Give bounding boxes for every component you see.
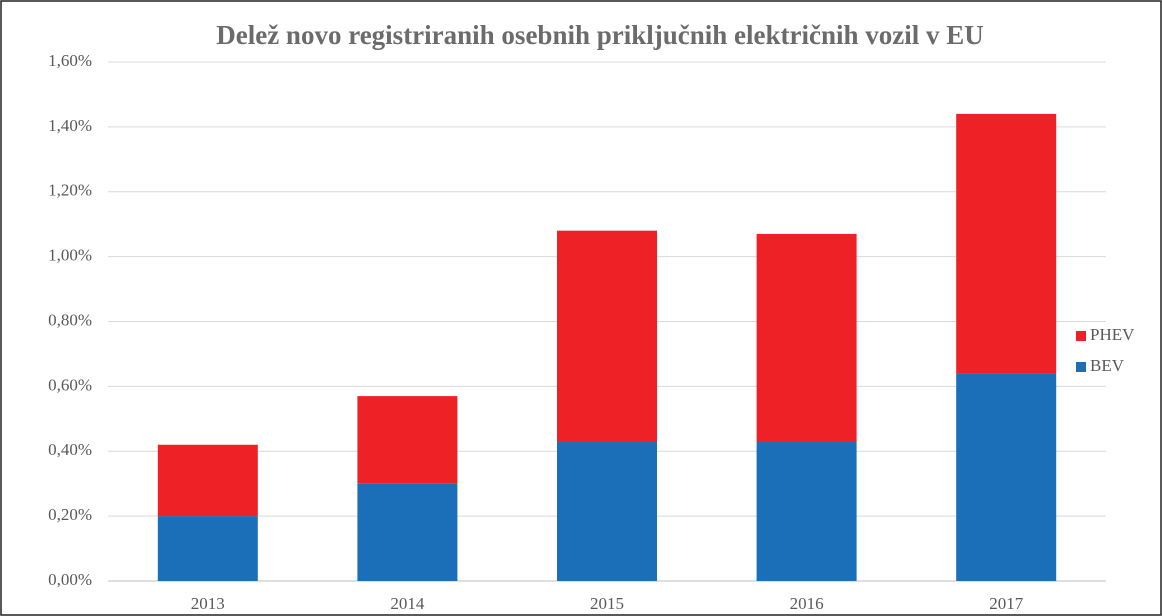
bar-segment: [557, 441, 657, 581]
bar-segment: [956, 373, 1057, 581]
bar-segment: [157, 516, 258, 581]
y-tick-label: 0,20%: [48, 505, 92, 524]
legend-label: PHEV: [1090, 325, 1135, 344]
x-tick-label: 2015: [590, 594, 624, 613]
x-tick-label: 2013: [191, 594, 225, 613]
legend-label: BEV: [1090, 356, 1125, 375]
bar-segment: [956, 113, 1057, 374]
y-tick-label: 0,80%: [48, 310, 92, 329]
bar-segment: [357, 396, 458, 484]
legend-swatch: [1076, 331, 1086, 341]
x-tick-label: 2017: [989, 594, 1024, 613]
y-tick-label: 1,40%: [48, 116, 92, 135]
y-tick-label: 0,00%: [48, 570, 92, 589]
y-tick-label: 1,00%: [48, 246, 92, 265]
bar-segment: [756, 441, 857, 581]
x-tick-label: 2016: [790, 594, 824, 613]
bar-segment: [557, 230, 657, 442]
y-tick-label: 1,60%: [48, 51, 92, 70]
bar-segment: [357, 483, 458, 581]
legend-swatch: [1076, 362, 1086, 372]
y-tick-label: 0,40%: [48, 440, 92, 459]
chart-title: Delež novo registriranih osebnih priklju…: [216, 20, 984, 50]
x-tick-label: 2014: [390, 594, 425, 613]
y-tick-label: 1,20%: [48, 181, 92, 200]
bar-segment: [157, 444, 258, 517]
y-tick-label: 0,60%: [48, 375, 92, 394]
bar-segment: [756, 233, 857, 442]
